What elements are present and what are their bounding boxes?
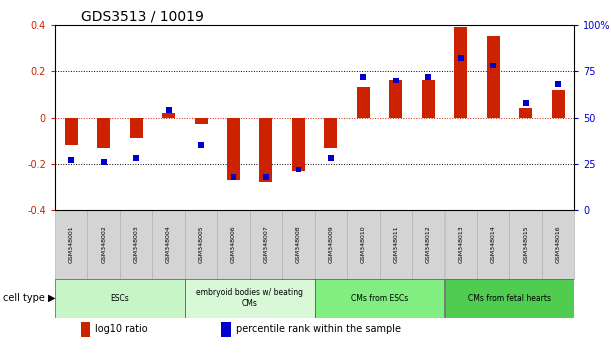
- Text: GSM348012: GSM348012: [426, 225, 431, 263]
- Bar: [523, 100, 529, 105]
- Bar: [328, 155, 334, 161]
- Bar: [68, 157, 74, 163]
- FancyBboxPatch shape: [120, 210, 152, 279]
- Bar: [519, 108, 532, 118]
- Bar: [133, 155, 139, 161]
- Bar: [487, 36, 500, 118]
- Text: GSM348011: GSM348011: [393, 225, 398, 263]
- FancyBboxPatch shape: [152, 210, 185, 279]
- Bar: [552, 90, 565, 118]
- Text: GSM348013: GSM348013: [458, 225, 463, 263]
- FancyBboxPatch shape: [412, 210, 444, 279]
- FancyBboxPatch shape: [315, 279, 444, 318]
- Bar: [130, 118, 142, 138]
- Text: GSM348009: GSM348009: [328, 225, 334, 263]
- FancyBboxPatch shape: [218, 210, 250, 279]
- Bar: [221, 322, 230, 337]
- FancyBboxPatch shape: [55, 279, 185, 318]
- FancyBboxPatch shape: [379, 210, 412, 279]
- Text: GSM348001: GSM348001: [68, 225, 74, 263]
- Bar: [357, 87, 370, 118]
- Bar: [422, 80, 435, 118]
- FancyBboxPatch shape: [185, 210, 218, 279]
- Text: GSM348015: GSM348015: [523, 225, 528, 263]
- FancyBboxPatch shape: [250, 210, 282, 279]
- FancyBboxPatch shape: [315, 210, 347, 279]
- FancyBboxPatch shape: [185, 279, 315, 318]
- Bar: [490, 63, 496, 68]
- Bar: [360, 74, 366, 80]
- FancyBboxPatch shape: [87, 210, 120, 279]
- Bar: [97, 118, 110, 148]
- Bar: [389, 80, 402, 118]
- Text: cell type ▶: cell type ▶: [3, 293, 56, 303]
- Text: GSM348014: GSM348014: [491, 225, 496, 263]
- Bar: [393, 78, 399, 83]
- FancyBboxPatch shape: [282, 210, 315, 279]
- Bar: [166, 107, 172, 113]
- Bar: [555, 81, 561, 87]
- Text: GSM348010: GSM348010: [361, 225, 366, 263]
- Bar: [198, 142, 204, 148]
- Text: percentile rank within the sample: percentile rank within the sample: [236, 324, 401, 334]
- Bar: [425, 74, 431, 80]
- Text: GSM348002: GSM348002: [101, 225, 106, 263]
- Bar: [296, 166, 301, 172]
- Bar: [81, 322, 90, 337]
- FancyBboxPatch shape: [542, 210, 574, 279]
- Bar: [263, 174, 269, 180]
- Bar: [454, 27, 467, 118]
- Text: GSM348016: GSM348016: [555, 225, 561, 263]
- Text: GSM348007: GSM348007: [263, 225, 268, 263]
- Bar: [292, 118, 305, 171]
- Bar: [65, 118, 78, 145]
- FancyBboxPatch shape: [445, 210, 477, 279]
- Text: log10 ratio: log10 ratio: [95, 324, 148, 334]
- Text: GSM348005: GSM348005: [199, 225, 203, 263]
- Text: GDS3513 / 10019: GDS3513 / 10019: [81, 10, 204, 24]
- FancyBboxPatch shape: [347, 210, 379, 279]
- Text: GSM348004: GSM348004: [166, 225, 171, 263]
- Text: CMs from fetal hearts: CMs from fetal hearts: [468, 293, 551, 303]
- FancyBboxPatch shape: [55, 210, 87, 279]
- Bar: [230, 174, 236, 180]
- Text: ESCs: ESCs: [111, 293, 130, 303]
- Bar: [227, 118, 240, 180]
- Bar: [162, 113, 175, 118]
- FancyBboxPatch shape: [445, 279, 574, 318]
- Bar: [101, 159, 106, 165]
- FancyBboxPatch shape: [477, 210, 510, 279]
- Bar: [260, 118, 273, 182]
- Text: embryoid bodies w/ beating
CMs: embryoid bodies w/ beating CMs: [196, 289, 303, 308]
- Text: CMs from ESCs: CMs from ESCs: [351, 293, 408, 303]
- FancyBboxPatch shape: [510, 210, 542, 279]
- Text: GSM348008: GSM348008: [296, 225, 301, 263]
- Bar: [194, 118, 208, 125]
- Text: GSM348003: GSM348003: [134, 225, 139, 263]
- Bar: [458, 55, 464, 61]
- Bar: [324, 118, 337, 148]
- Text: GSM348006: GSM348006: [231, 225, 236, 263]
